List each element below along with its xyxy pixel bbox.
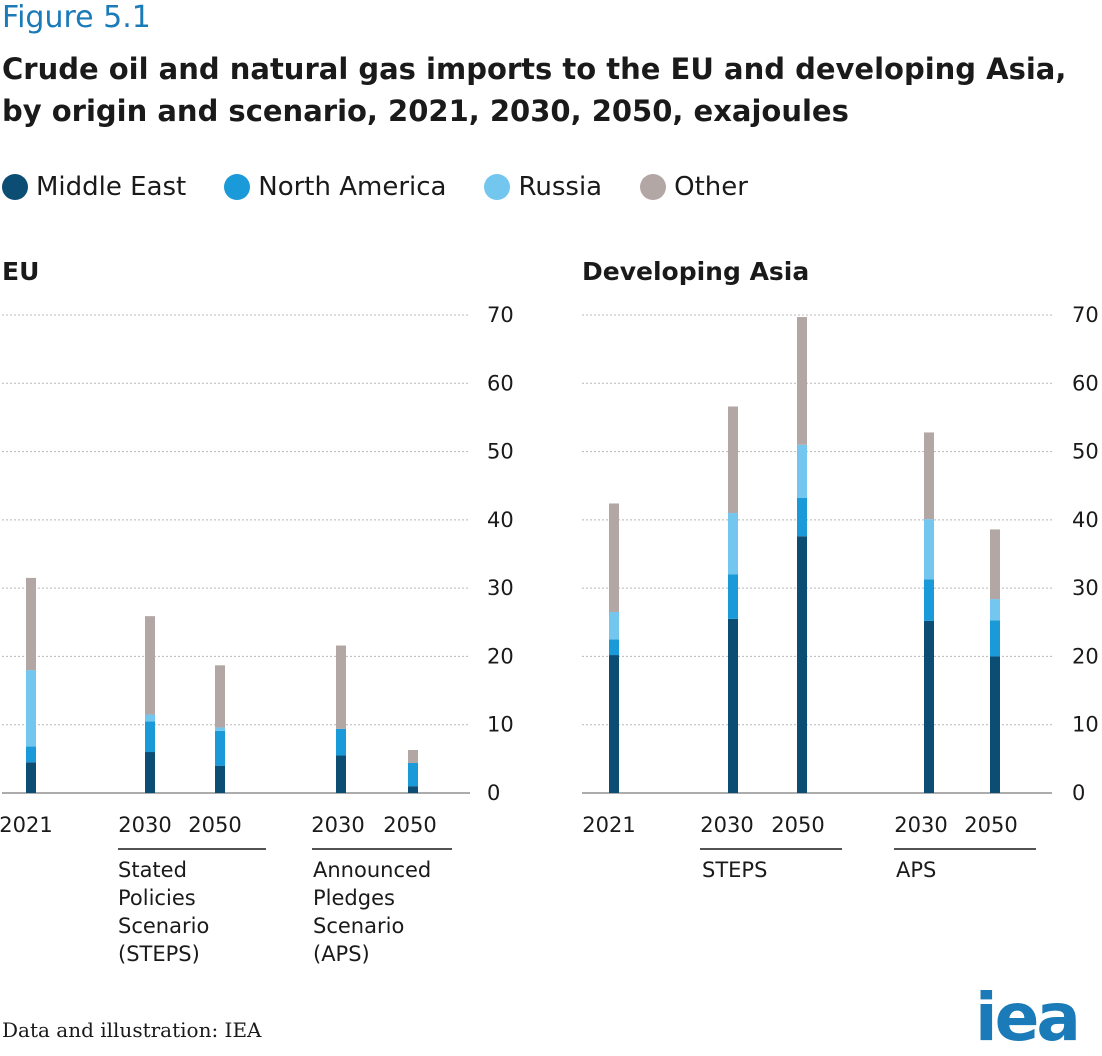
asia-x-tick-label: 2050 [964, 813, 1017, 837]
asia-bar-north-america [924, 579, 934, 621]
eu-group-label: (STEPS) [118, 942, 200, 966]
eu-y-tick-label: 30 [487, 576, 514, 600]
eu-y-tick-label: 20 [487, 644, 514, 668]
eu-bar-middle-east [26, 762, 36, 793]
legend-item-middle-east: Middle East [2, 172, 186, 202]
legend-swatch-middle-east [2, 174, 28, 200]
source-note: Data and illustration: IEA [2, 1018, 262, 1042]
asia-bar-middle-east [797, 536, 807, 793]
asia-bar-russia [728, 513, 738, 575]
legend: Middle East North America Russia Other [2, 172, 748, 202]
eu-group-label: Announced [313, 858, 431, 882]
eu-bar-middle-east [336, 755, 346, 793]
eu-x-tick-label: 2030 [311, 813, 364, 837]
asia-bar-middle-east [609, 655, 619, 793]
eu-x-tick-label: 2021 [0, 813, 53, 837]
asia-y-tick-label: 50 [1072, 440, 1099, 464]
legend-label: North America [258, 172, 447, 202]
asia-bar-russia [609, 612, 619, 640]
eu-bar-other [145, 616, 155, 715]
eu-bar-other [26, 577, 36, 671]
eu-x-tick-label: 2050 [383, 813, 436, 837]
eu-group-label: Stated [118, 858, 187, 882]
asia-group-label: STEPS [702, 858, 767, 882]
eu-y-tick-label: 40 [487, 508, 514, 532]
asia-bar-middle-east [728, 618, 738, 793]
eu-bar-middle-east [408, 786, 418, 793]
legend-item-north-america: North America [224, 172, 446, 202]
asia-x-tick-label: 2030 [700, 813, 753, 837]
asia-bar-middle-east [990, 656, 1000, 793]
eu-x-tick-label: 2050 [188, 813, 241, 837]
eu-y-tick-label: 10 [487, 713, 514, 737]
eu-panel-title: EU [2, 257, 39, 286]
asia-x-tick-label: 2021 [582, 813, 635, 837]
eu-bar-north-america [145, 721, 155, 753]
eu-bar-other [215, 665, 225, 728]
asia-group-label: APS [896, 858, 936, 882]
eu-bar-other [408, 749, 418, 763]
legend-item-russia: Russia [484, 172, 602, 202]
asia-y-tick-label: 40 [1072, 508, 1099, 532]
asia-y-tick-label: 70 [1072, 303, 1099, 327]
eu-bar-north-america [336, 728, 346, 756]
asia-y-tick-label: 30 [1072, 576, 1099, 600]
asia-bar-russia [924, 519, 934, 580]
eu-y-tick-label: 70 [487, 303, 514, 327]
asia-bar-other [797, 317, 807, 445]
legend-label: Other [674, 172, 748, 202]
asia-bar-north-america [728, 574, 738, 619]
eu-y-tick-label: 60 [487, 371, 514, 395]
asia-panel-title: Developing Asia [582, 257, 809, 286]
legend-label: Middle East [36, 172, 187, 202]
eu-group-label: Scenario [313, 914, 404, 938]
eu-bar-russia [215, 727, 225, 731]
eu-bar-middle-east [145, 752, 155, 793]
asia-bar-other [728, 406, 738, 514]
figure-label: Figure 5.1 [2, 0, 151, 35]
eu-group-label: Policies [118, 886, 196, 910]
legend-item-other: Other [640, 172, 748, 202]
eu-x-tick-label: 2030 [118, 813, 171, 837]
asia-y-tick-label: 10 [1072, 713, 1099, 737]
asia-bar-north-america [797, 498, 807, 537]
legend-label: Russia [518, 172, 603, 202]
asia-bar-north-america [990, 620, 1000, 657]
eu-bar-russia [26, 670, 36, 747]
asia-bar-russia [797, 444, 807, 499]
legend-swatch-north-america [224, 174, 251, 200]
asia-bar-other [609, 503, 619, 613]
asia-bar-other [924, 432, 934, 520]
chart-title: Crude oil and natural gas imports to the… [2, 52, 1067, 128]
eu-group-label: (APS) [313, 942, 370, 966]
asia-bar-north-america [609, 639, 619, 656]
asia-x-tick-label: 2050 [771, 813, 824, 837]
asia-bar-russia [990, 599, 1000, 621]
eu-bar-north-america [408, 762, 418, 787]
eu-y-tick-label: 50 [487, 440, 514, 464]
asia-y-tick-label: 60 [1072, 371, 1099, 395]
eu-group-label: Pledges [313, 886, 395, 910]
eu-bar-north-america [26, 746, 36, 763]
iea-logo: iea [975, 979, 1081, 1056]
asia-bar-middle-east [924, 620, 934, 793]
eu-bar-other [336, 645, 346, 729]
eu-bar-middle-east [215, 765, 225, 793]
eu-bar-north-america [215, 730, 225, 766]
eu-group-label: Scenario [118, 914, 209, 938]
asia-y-tick-label: 0 [1072, 781, 1085, 805]
eu-bar-russia [145, 714, 155, 722]
legend-swatch-russia [484, 174, 511, 200]
legend-swatch-other [640, 174, 667, 200]
asia-x-tick-label: 2030 [894, 813, 947, 837]
asia-bar-other [990, 529, 1000, 600]
asia-y-tick-label: 20 [1072, 644, 1099, 668]
eu-y-tick-label: 0 [487, 781, 500, 805]
